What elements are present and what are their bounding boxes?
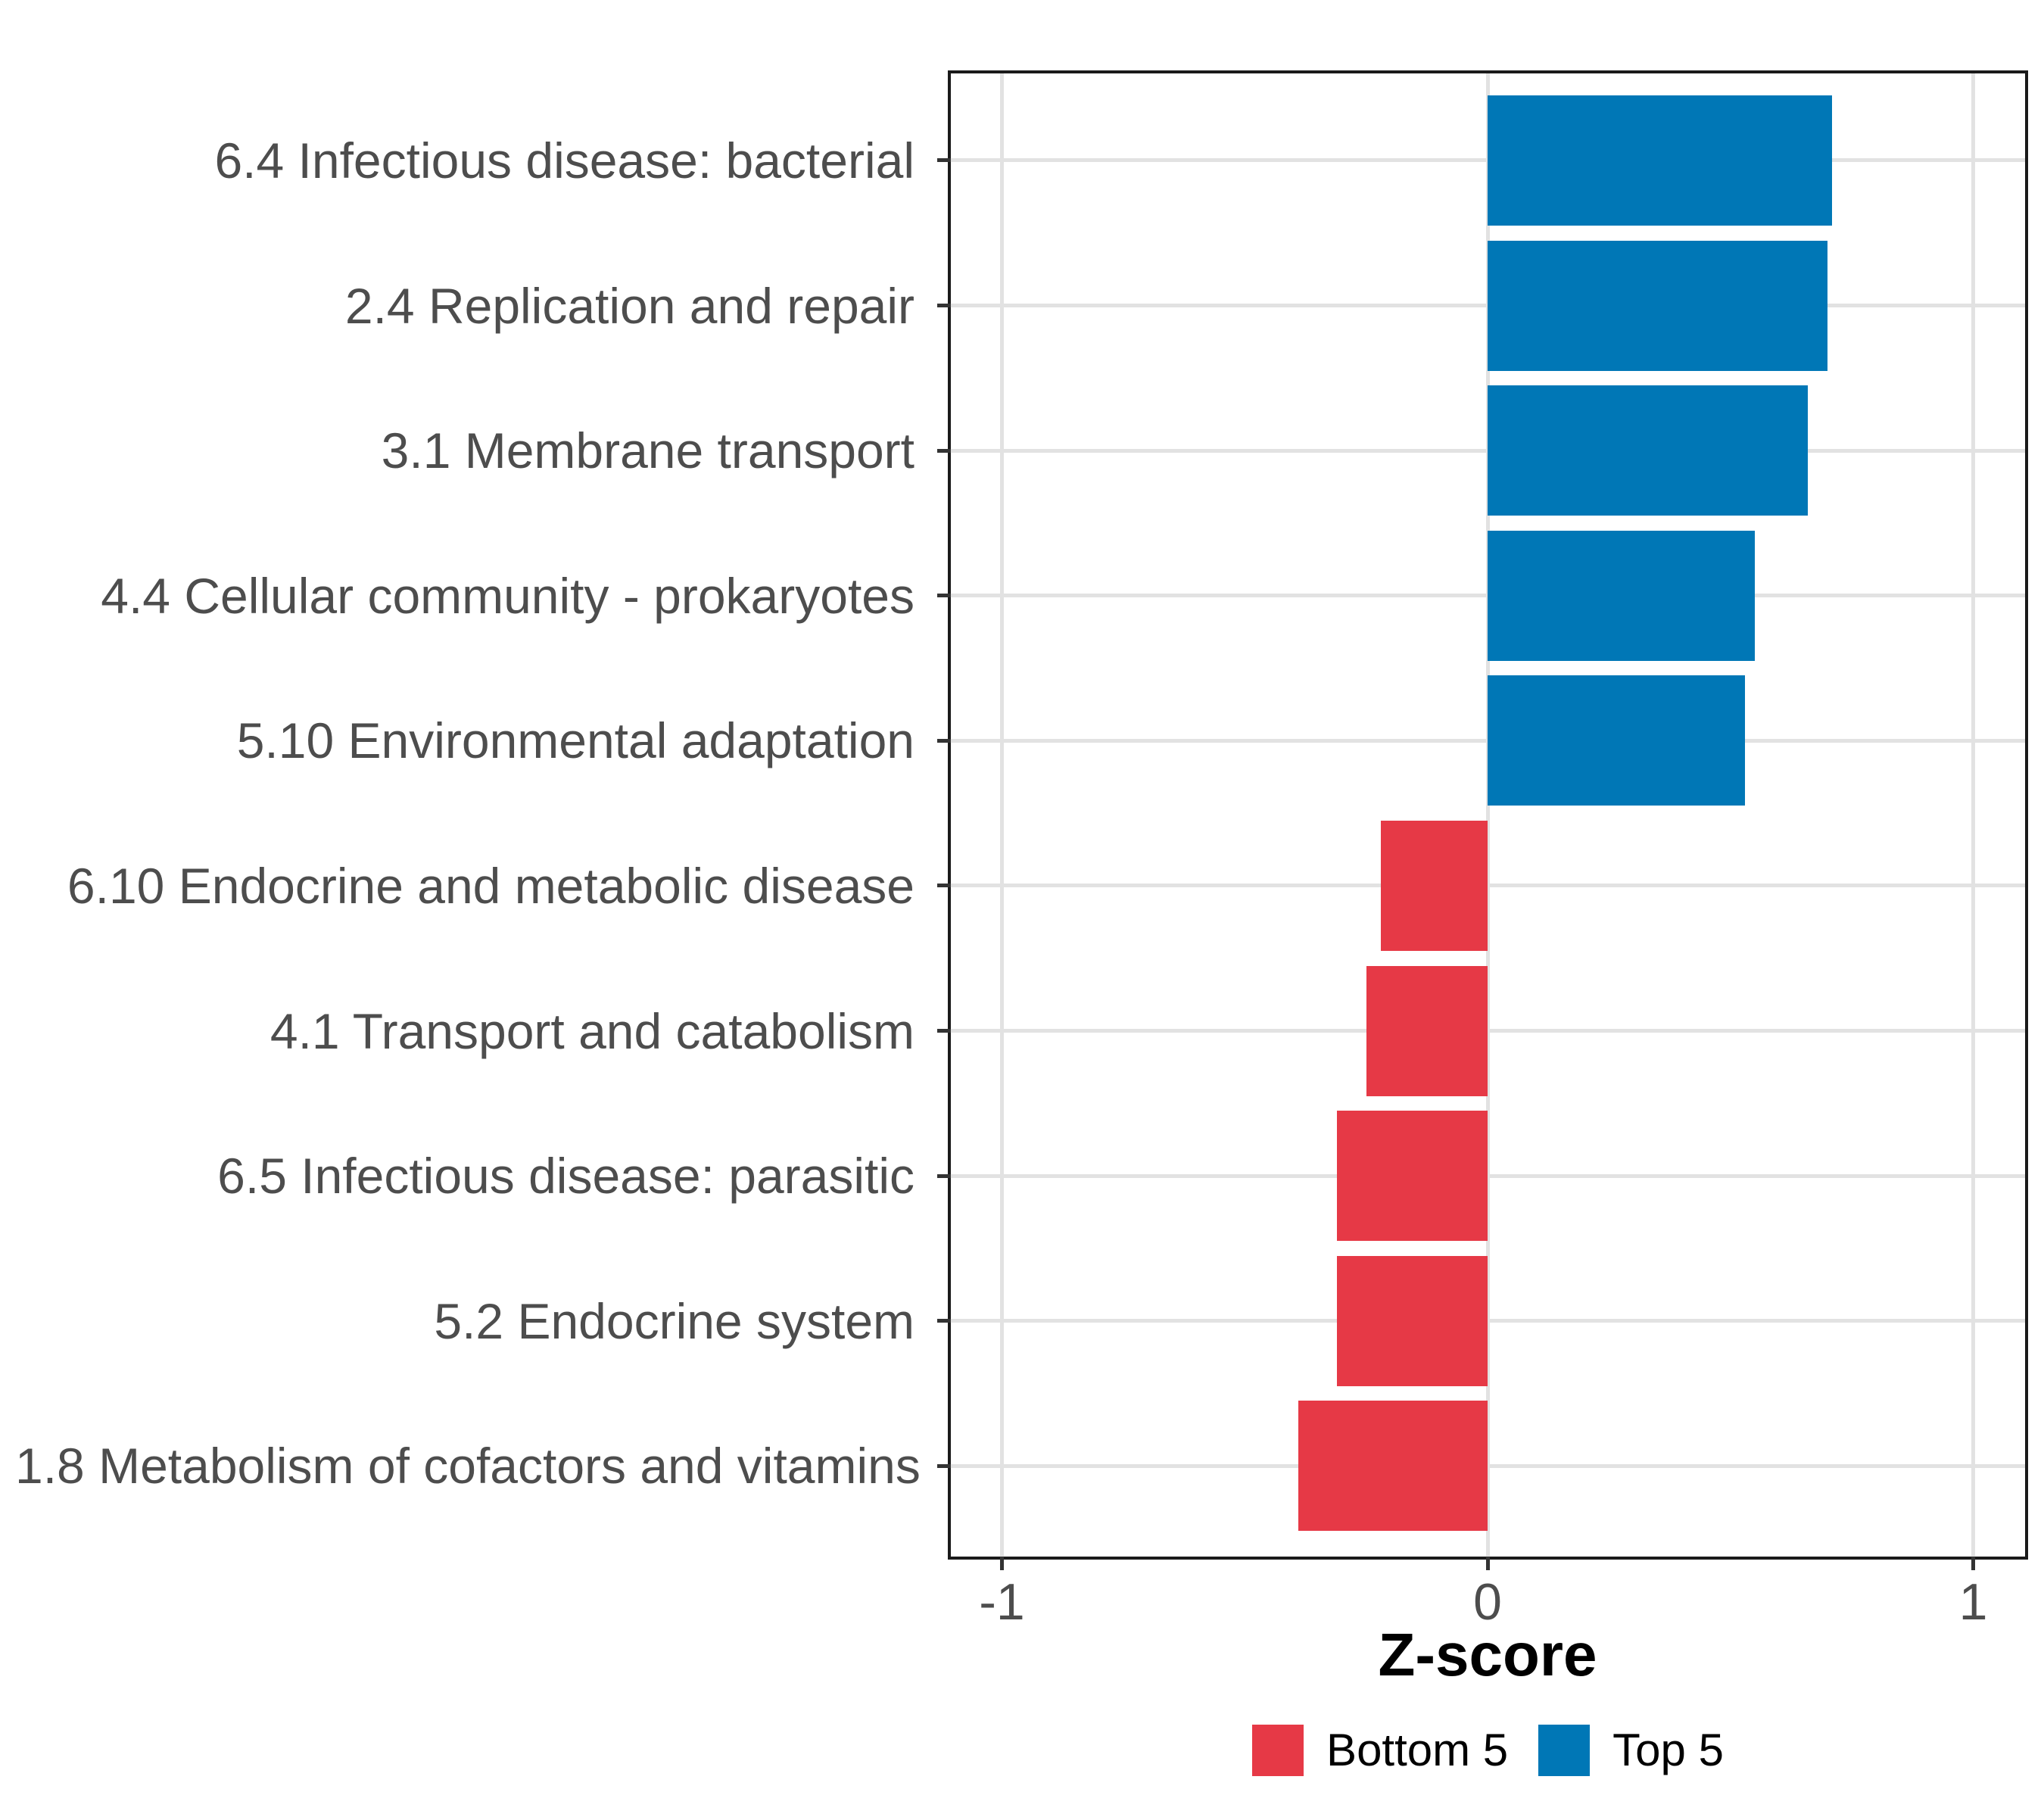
- y-tick-mark: [937, 1463, 951, 1468]
- x-gridline: [1971, 73, 1975, 1557]
- plot-panel: [948, 70, 2028, 1560]
- bar: [1337, 1255, 1488, 1386]
- bar: [1298, 1401, 1488, 1532]
- y-axis-label: 6.10 Endocrine and metabolic disease: [67, 857, 915, 914]
- y-gridline: [951, 1173, 2025, 1178]
- y-axis-label: 2.4 Replication and repair: [344, 277, 915, 334]
- legend-entry: Bottom 5: [1252, 1725, 1508, 1776]
- x-tick-mark: [1485, 1557, 1490, 1570]
- y-tick-mark: [937, 1029, 951, 1033]
- y-gridline: [951, 1029, 2025, 1033]
- y-tick-mark: [937, 594, 951, 598]
- bar: [1366, 965, 1488, 1096]
- y-axis-label: 4.4 Cellular community - prokaryotes: [101, 567, 915, 624]
- y-tick-mark: [937, 448, 951, 453]
- bar: [1488, 385, 1809, 516]
- bar: [1488, 675, 1745, 806]
- x-tick-label: 1: [1958, 1573, 1988, 1631]
- y-tick-mark: [937, 884, 951, 888]
- legend-swatch: [1538, 1725, 1591, 1776]
- y-tick-mark: [937, 1173, 951, 1178]
- bar: [1488, 240, 1828, 371]
- x-gridline: [1485, 73, 1490, 1557]
- bar: [1488, 530, 1755, 661]
- x-tick-mark: [1971, 1557, 1975, 1570]
- y-axis-label: 5.10 Environmental adaptation: [236, 712, 915, 769]
- y-axis-label: 6.4 Infectious disease: bacterial: [214, 132, 915, 189]
- legend-swatch: [1252, 1725, 1304, 1776]
- bar: [1488, 95, 1833, 226]
- y-axis-label: 6.5 Infectious disease: parasitic: [217, 1148, 915, 1205]
- y-tick-mark: [937, 304, 951, 308]
- legend-label: Bottom 5: [1326, 1725, 1509, 1775]
- x-tick-label: 0: [1473, 1573, 1502, 1631]
- legend-entry: Top 5: [1538, 1725, 1724, 1776]
- y-gridline: [951, 1319, 2025, 1323]
- y-tick-mark: [937, 158, 951, 163]
- y-axis-label: 4.1 Transport and catabolism: [270, 1002, 915, 1059]
- y-tick-mark: [937, 738, 951, 743]
- y-tick-mark: [937, 1319, 951, 1323]
- x-tick-label: -1: [979, 1573, 1025, 1631]
- legend: Bottom 5 Top 5: [948, 1725, 2028, 1776]
- x-gridline: [1000, 73, 1004, 1557]
- legend-label: Top 5: [1612, 1725, 1724, 1775]
- y-axis-label: 5.2 Endocrine system: [434, 1292, 915, 1349]
- bar: [1337, 1111, 1488, 1242]
- x-axis-title: Z-score: [1378, 1621, 1597, 1688]
- y-axis-label: 1.8 Metabolism of cofactors and vitamins: [15, 1438, 921, 1494]
- y-axis-label: 3.1 Membrane transport: [381, 422, 915, 479]
- y-gridline: [951, 884, 2025, 888]
- y-gridline: [951, 1463, 2025, 1468]
- x-tick-mark: [1000, 1557, 1004, 1570]
- bar: [1380, 820, 1488, 951]
